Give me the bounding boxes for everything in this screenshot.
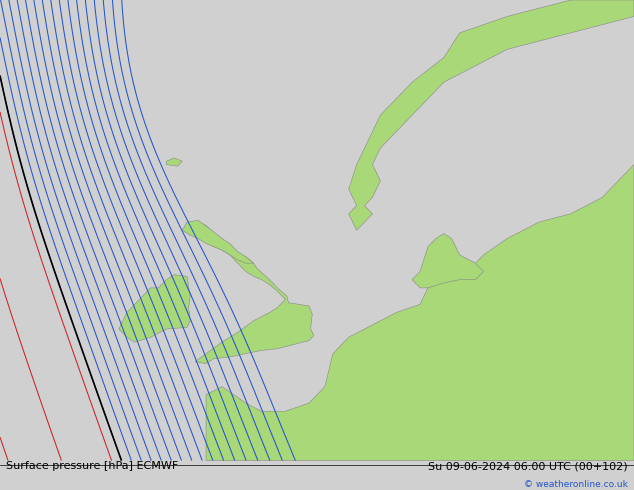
- Polygon shape: [166, 158, 183, 166]
- Polygon shape: [206, 165, 634, 461]
- Polygon shape: [412, 234, 484, 288]
- Polygon shape: [183, 220, 254, 263]
- Text: © weatheronline.co.uk: © weatheronline.co.uk: [524, 480, 628, 489]
- Polygon shape: [119, 275, 190, 342]
- Polygon shape: [190, 222, 314, 364]
- Text: Su 09-06-2024 06:00 UTC (00+102): Su 09-06-2024 06:00 UTC (00+102): [428, 462, 628, 471]
- Text: Surface pressure [hPa] ECMWF: Surface pressure [hPa] ECMWF: [6, 462, 179, 471]
- Polygon shape: [349, 0, 634, 230]
